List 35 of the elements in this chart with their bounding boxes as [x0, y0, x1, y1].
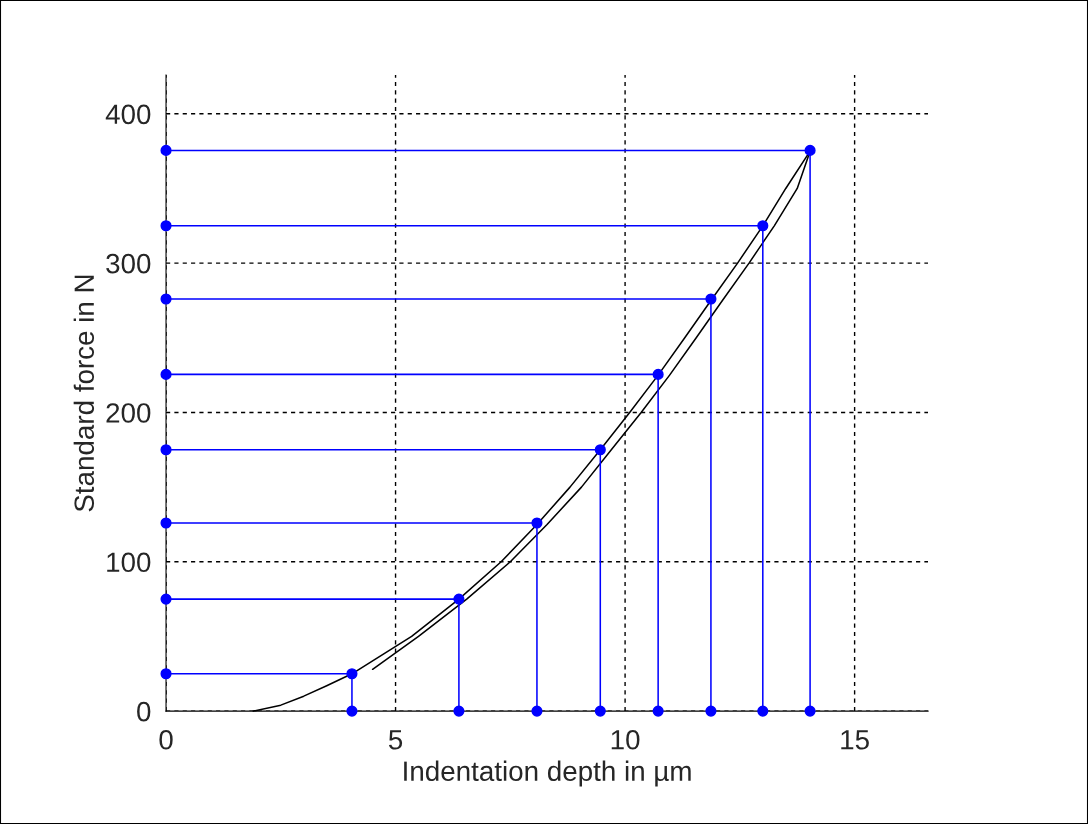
point	[531, 517, 543, 529]
point	[453, 705, 465, 717]
point	[531, 705, 543, 717]
point	[160, 368, 172, 380]
point	[594, 705, 606, 717]
point	[160, 144, 172, 156]
y-tick-label: 0	[137, 701, 151, 722]
point	[453, 593, 465, 605]
point	[160, 293, 172, 305]
point	[346, 668, 358, 680]
point	[160, 220, 172, 232]
x-tick-label: 15	[841, 730, 869, 750]
point	[804, 705, 816, 717]
y-tick-label: 400	[105, 104, 151, 125]
point	[346, 705, 358, 717]
point	[757, 705, 769, 717]
point	[804, 144, 816, 156]
point	[652, 705, 664, 717]
point	[160, 593, 172, 605]
y-tick-label: 300	[106, 253, 151, 274]
point	[160, 517, 172, 529]
point	[705, 705, 717, 717]
x-tick-label: 5	[388, 730, 403, 750]
x-tick-label: 10	[611, 729, 640, 750]
point	[757, 220, 769, 232]
point	[594, 444, 606, 456]
point	[652, 368, 664, 380]
point	[160, 444, 172, 456]
y-tick-label: 200	[106, 403, 151, 423]
y-axis-title: Standard force in N	[73, 275, 95, 512]
point	[160, 668, 172, 680]
x-tick-label: 0	[159, 729, 173, 750]
point	[705, 293, 717, 305]
x-axis-title: Indentation depth in µm	[404, 760, 691, 787]
y-tick-label: 100	[107, 552, 151, 573]
